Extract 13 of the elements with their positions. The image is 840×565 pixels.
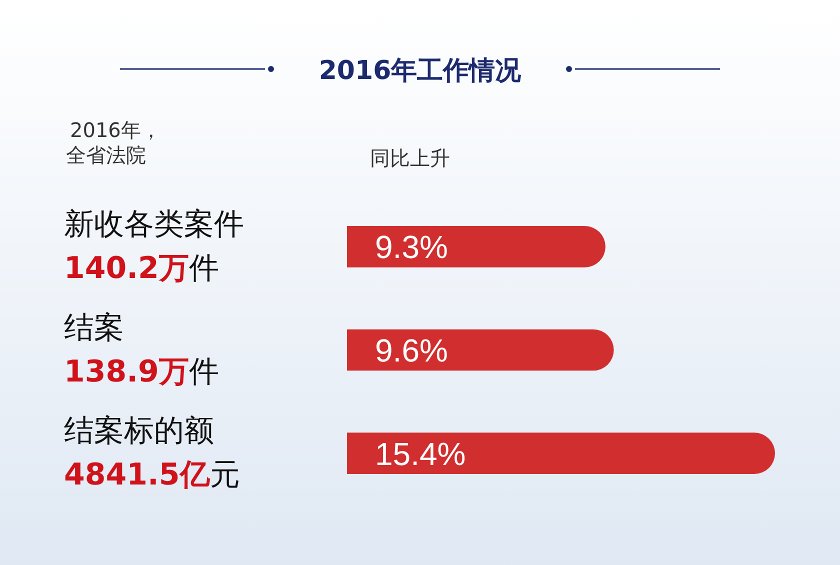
y-tick-label: 结案标的额 <box>64 414 214 449</box>
text: 全省法院 <box>66 143 146 167</box>
text: 2016年， <box>70 118 161 142</box>
y-tick-label: 结案 <box>64 310 124 346</box>
data-label: 15.4% <box>375 436 466 472</box>
text: 4841.5亿元 <box>64 458 240 493</box>
data-label: 9.6% <box>375 332 448 369</box>
y-tick-label: 新收各类案件 <box>64 207 244 242</box>
chart-title: 2016年工作情况 <box>318 56 522 86</box>
text: 140.2万件 <box>64 251 219 286</box>
text: 138.9万件 <box>64 354 219 390</box>
text: 同比上升 <box>370 146 450 170</box>
data-label: 9.3% <box>375 229 448 266</box>
